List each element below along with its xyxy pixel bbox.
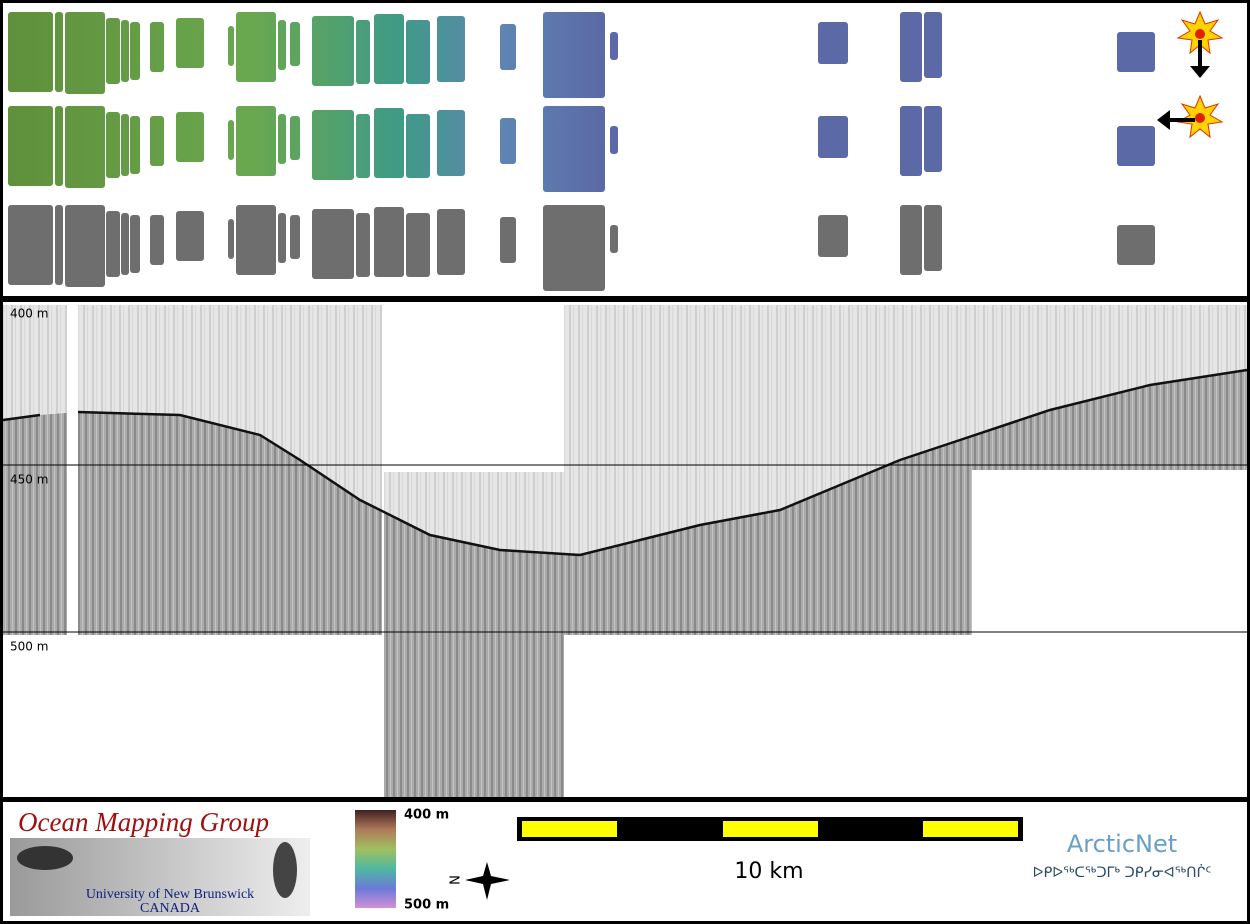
swath-strip bbox=[278, 20, 286, 70]
swath-strip bbox=[278, 213, 286, 263]
logo-vehicle bbox=[17, 846, 73, 870]
sub-bottom-profile bbox=[2, 305, 1248, 797]
logo-vehicle bbox=[273, 842, 297, 898]
swath-strip bbox=[406, 20, 430, 84]
swath-strip bbox=[236, 106, 276, 176]
swath-strip bbox=[236, 205, 276, 275]
swath-strip bbox=[65, 205, 105, 287]
swath-strip bbox=[290, 116, 300, 160]
swath-strip bbox=[1117, 225, 1155, 265]
scale-label: 10 km bbox=[734, 859, 803, 884]
swath-strip bbox=[924, 106, 942, 172]
swath-strip bbox=[543, 205, 605, 291]
swath-strip bbox=[176, 112, 204, 162]
swath-strip bbox=[8, 205, 53, 285]
scale-bar bbox=[517, 817, 1023, 841]
swath-strip bbox=[356, 20, 370, 84]
swath-strip bbox=[500, 217, 516, 263]
swath-panel bbox=[3, 3, 1247, 296]
swath-strip bbox=[150, 22, 164, 72]
swath-strip bbox=[121, 20, 129, 82]
swath-strip bbox=[312, 209, 354, 279]
swath-strip bbox=[406, 213, 430, 277]
logo-title: Ocean Mapping Group bbox=[18, 807, 269, 837]
swath-strip bbox=[8, 12, 53, 92]
swath-strip bbox=[55, 106, 63, 186]
swath-strip bbox=[818, 22, 848, 64]
swath-strip bbox=[121, 213, 129, 275]
swath-strip bbox=[406, 114, 430, 178]
swath-strip bbox=[65, 12, 105, 94]
swath-strip bbox=[176, 18, 204, 68]
swath-strip bbox=[236, 12, 276, 82]
colorbar-label: 500 m bbox=[404, 898, 449, 913]
swath-strip bbox=[1117, 126, 1155, 166]
swath-strip bbox=[106, 211, 120, 277]
swath-strip bbox=[312, 110, 354, 180]
swath-strip bbox=[818, 215, 848, 257]
swath-strip bbox=[610, 126, 618, 154]
swath-strip bbox=[900, 106, 922, 176]
north-arrow: N bbox=[449, 862, 510, 900]
swath-strip bbox=[130, 215, 140, 273]
swath-strip bbox=[130, 22, 140, 80]
swath-strip bbox=[65, 106, 105, 188]
swath-strip bbox=[900, 12, 922, 82]
sun-illumination-icons bbox=[1157, 10, 1224, 139]
swath-strip bbox=[610, 32, 618, 60]
swath-strip bbox=[8, 106, 53, 186]
swath-strip bbox=[228, 26, 234, 66]
partner-subtitle: ᐅᑭᐅᖅᑕᖅᑐᒥᒃ ᑐᑭᓯᓂᐊᖅᑎᒌᑦ bbox=[1033, 864, 1212, 881]
swath-strip bbox=[290, 215, 300, 259]
swath-strip bbox=[500, 118, 516, 164]
swath-strip bbox=[543, 106, 605, 192]
swath-strip bbox=[121, 114, 129, 176]
swath-strip bbox=[924, 205, 942, 271]
swath-strip bbox=[150, 116, 164, 166]
swath-strip bbox=[374, 207, 404, 277]
swath-strip bbox=[900, 205, 922, 275]
logo-university: University of New Brunswick bbox=[86, 887, 254, 902]
depth-label: 400 m bbox=[10, 307, 48, 321]
swath-strip bbox=[176, 211, 204, 261]
swath-strip bbox=[437, 110, 465, 176]
swath-strip bbox=[500, 24, 516, 70]
swath-strip bbox=[106, 112, 120, 178]
depth-colorbar bbox=[355, 810, 396, 908]
swath-strip bbox=[55, 12, 63, 92]
swath-strip bbox=[437, 209, 465, 275]
swath-strip bbox=[374, 14, 404, 84]
swath-strip bbox=[543, 12, 605, 98]
swath-strip bbox=[55, 205, 63, 285]
depth-label: 500 m bbox=[10, 640, 48, 654]
swath-strip bbox=[437, 16, 465, 82]
swath-strip bbox=[150, 215, 164, 265]
swath-strip bbox=[374, 108, 404, 178]
logo-country: CANADA bbox=[140, 901, 201, 916]
swath-strip bbox=[106, 18, 120, 84]
swath-strip bbox=[290, 22, 300, 66]
partner-logo: ArcticNet bbox=[1067, 830, 1177, 858]
swath-strip bbox=[610, 225, 618, 253]
swath-strip bbox=[312, 16, 354, 86]
swath-strip bbox=[818, 116, 848, 158]
depth-label: 450 m bbox=[10, 473, 48, 487]
swath-strip bbox=[924, 12, 942, 78]
north-label: N bbox=[449, 875, 464, 885]
swath-strip bbox=[1117, 32, 1155, 72]
swath-strip bbox=[130, 116, 140, 174]
swath-strip bbox=[356, 114, 370, 178]
swath-strip bbox=[228, 120, 234, 160]
swath-imagery bbox=[8, 12, 1155, 291]
colorbar-label: 400 m bbox=[404, 808, 449, 823]
swath-strip bbox=[228, 219, 234, 259]
swath-strip bbox=[278, 114, 286, 164]
swath-strip bbox=[356, 213, 370, 277]
